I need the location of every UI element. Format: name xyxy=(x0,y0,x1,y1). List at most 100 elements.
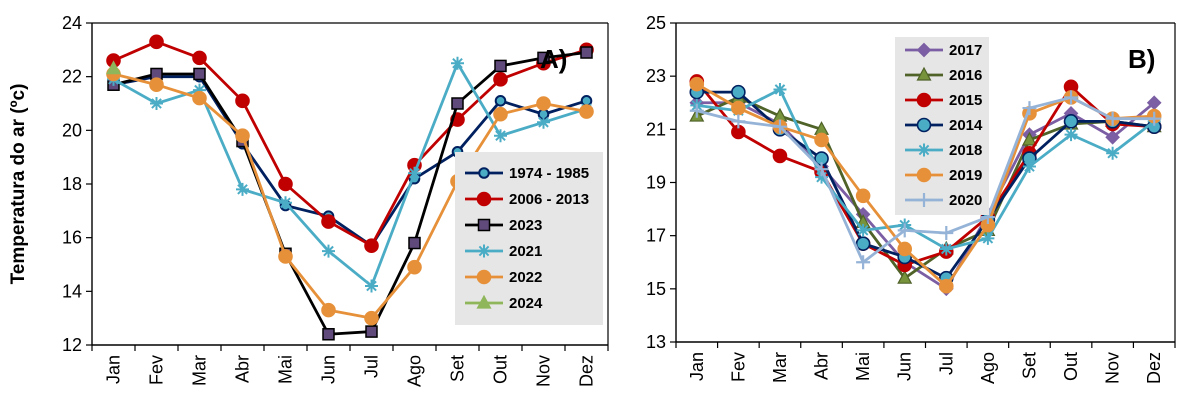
x-tick-label: Fev xyxy=(728,352,748,382)
x-tick-label: Jul xyxy=(936,352,956,375)
data-point xyxy=(731,114,746,129)
data-point xyxy=(408,166,421,180)
series-2021 xyxy=(107,56,593,293)
data-point xyxy=(1105,129,1120,145)
legend-label: 2023 xyxy=(509,217,542,234)
x-tick-label: Jun xyxy=(319,355,339,384)
y-tick-label: 15 xyxy=(646,279,666,299)
legend-item: 1974 - 1985 xyxy=(465,165,589,182)
x-tick-label: Dez xyxy=(577,355,597,387)
data-point xyxy=(939,242,953,256)
x-tick-label: Jan xyxy=(687,352,707,381)
x-tick-label: Abr xyxy=(233,355,253,383)
x-tick-label: Nov xyxy=(1103,352,1123,384)
series-2006-2013 xyxy=(106,34,594,254)
legend-label: 2021 xyxy=(509,243,542,260)
data-point xyxy=(981,231,995,245)
data-point xyxy=(494,59,507,73)
legend-swatch-marker xyxy=(916,66,932,81)
legend-label: 2022 xyxy=(509,269,542,286)
legend-label: 2015 xyxy=(949,92,982,109)
data-point xyxy=(856,223,870,237)
data-point xyxy=(365,325,378,338)
legend-label: 2006 - 2013 xyxy=(509,191,589,208)
series-2024 xyxy=(105,60,122,75)
x-tick-label: Ago xyxy=(978,352,998,384)
data-point xyxy=(364,238,379,254)
series-line xyxy=(113,72,587,320)
data-point xyxy=(235,128,250,143)
series-line xyxy=(695,80,1155,267)
data-point xyxy=(1022,101,1037,116)
x-tick-label: Mai xyxy=(853,352,873,381)
data-point xyxy=(408,236,421,250)
legend-swatch-marker xyxy=(478,167,490,179)
data-point xyxy=(689,76,705,92)
data-point xyxy=(493,106,508,122)
data-point xyxy=(897,241,913,257)
data-point xyxy=(580,46,593,59)
x-tick-label: Mai xyxy=(276,355,296,384)
data-point xyxy=(772,148,788,164)
series-line xyxy=(113,75,587,248)
legend-swatch-marker xyxy=(477,244,491,258)
series-2020 xyxy=(689,90,1162,270)
legend-swatch-marker xyxy=(916,167,932,183)
data-point xyxy=(731,84,746,100)
data-point xyxy=(1105,111,1120,126)
legend-item: 2015 xyxy=(905,92,982,109)
x-tick-label: Out xyxy=(1061,352,1081,381)
legend: 2017 2016 2015 2014 2018 2019 2020 xyxy=(895,37,989,215)
legend-item: 2024 xyxy=(465,294,543,312)
legend-swatch-marker xyxy=(917,143,931,157)
x-tick-label: Ago xyxy=(405,355,425,387)
data-point xyxy=(278,176,293,192)
data-point xyxy=(322,244,335,258)
x-tick-label: Set xyxy=(448,355,468,382)
y-tick-label: 16 xyxy=(62,228,82,248)
data-point xyxy=(236,182,249,196)
series-line xyxy=(112,61,587,288)
y-tick-label: 14 xyxy=(62,281,82,301)
data-point xyxy=(322,328,335,341)
legend-item: 2022 xyxy=(465,269,542,286)
x-tick-label: Dez xyxy=(1144,352,1164,384)
data-point xyxy=(1147,111,1162,126)
x-tick-label: Out xyxy=(491,355,511,384)
x-tick-label: Nov xyxy=(534,355,554,387)
legend-item: 2019 xyxy=(905,167,982,184)
data-point xyxy=(321,302,336,318)
data-point xyxy=(856,255,871,270)
data-point xyxy=(278,249,293,264)
x-tick-label: Mar xyxy=(770,352,790,383)
y-tick-label: 20 xyxy=(62,120,82,140)
x-tick-label: Abr xyxy=(812,352,832,380)
legend-item: 2018 xyxy=(905,142,982,159)
series-line xyxy=(696,101,1156,291)
data-point xyxy=(939,226,954,241)
legend-item: 2006 - 2013 xyxy=(465,191,589,208)
data-point xyxy=(855,188,871,204)
data-point xyxy=(149,34,164,50)
data-point xyxy=(407,259,422,275)
data-point xyxy=(235,93,250,109)
y-tick-label: 24 xyxy=(62,13,82,33)
y-tick-label: 25 xyxy=(646,13,666,33)
legend-swatch-marker xyxy=(917,193,931,207)
y-tick-label: 23 xyxy=(646,66,666,86)
data-point xyxy=(1022,160,1036,174)
legend-swatch-marker xyxy=(477,218,491,232)
data-point xyxy=(451,97,464,110)
panel-label: B) xyxy=(1128,44,1155,74)
chart-panel-b: 13 15 17 19 21 23 25 Jan Fev Mar Abr Mai Jun Jul Ago Se… xyxy=(646,13,1176,384)
data-point xyxy=(364,310,379,326)
x-tick-label: Fev xyxy=(147,355,167,385)
data-point xyxy=(537,51,550,65)
data-point xyxy=(365,279,378,293)
data-point xyxy=(193,83,206,97)
y-axis-title: Temperatura do ar (ºc) xyxy=(8,84,29,285)
series-line xyxy=(696,88,1156,251)
data-point xyxy=(897,269,913,284)
data-point xyxy=(1106,146,1120,160)
